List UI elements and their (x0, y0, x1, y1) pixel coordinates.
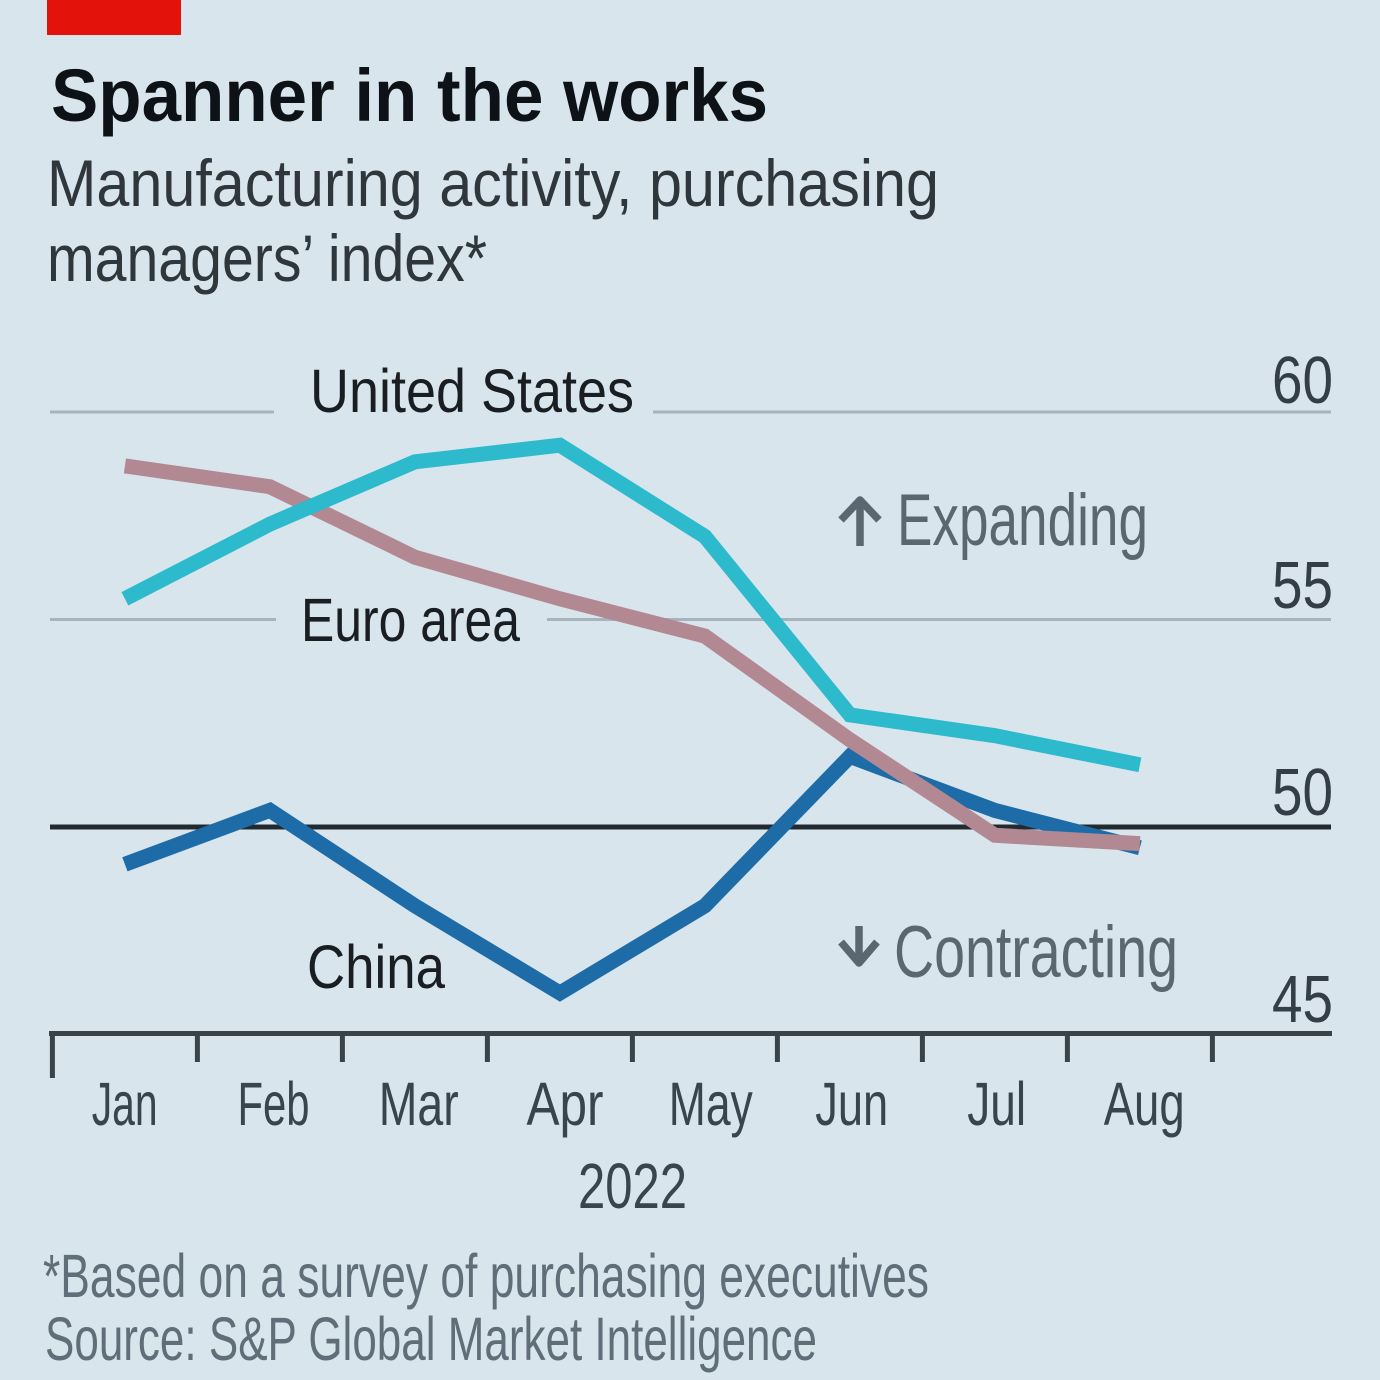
svg-text:Expanding: Expanding (897, 480, 1148, 561)
svg-text:55: 55 (1272, 548, 1333, 623)
svg-text:Source: S&P Global Market Inte: Source: S&P Global Market Intelligence (45, 1305, 817, 1373)
svg-text:Jun: Jun (815, 1070, 888, 1138)
svg-text:Contracting: Contracting (894, 912, 1178, 993)
svg-text:2022: 2022 (578, 1150, 687, 1222)
svg-text:Euro area: Euro area (301, 586, 520, 654)
svg-text:Jul: Jul (967, 1070, 1026, 1138)
svg-text:Feb: Feb (238, 1070, 310, 1138)
svg-text:45: 45 (1272, 962, 1333, 1037)
svg-text:Aug: Aug (1104, 1070, 1185, 1138)
svg-text:Jan: Jan (92, 1070, 158, 1138)
svg-text:60: 60 (1272, 343, 1333, 418)
svg-text:China: China (307, 933, 445, 1001)
svg-text:United States: United States (310, 357, 634, 425)
svg-text:*Based on a survey of purchasi: *Based on a survey of purchasing executi… (43, 1242, 929, 1310)
svg-text:Mar: Mar (379, 1070, 459, 1138)
svg-text:Apr: Apr (527, 1070, 604, 1138)
svg-text:50: 50 (1272, 755, 1333, 830)
svg-text:May: May (669, 1070, 753, 1138)
svg-text:Spanner in the works: Spanner in the works (51, 54, 768, 137)
svg-text:managers’ index*: managers’ index* (47, 221, 487, 295)
svg-text:Manufacturing activity, purcha: Manufacturing activity, purchasing (47, 146, 939, 220)
